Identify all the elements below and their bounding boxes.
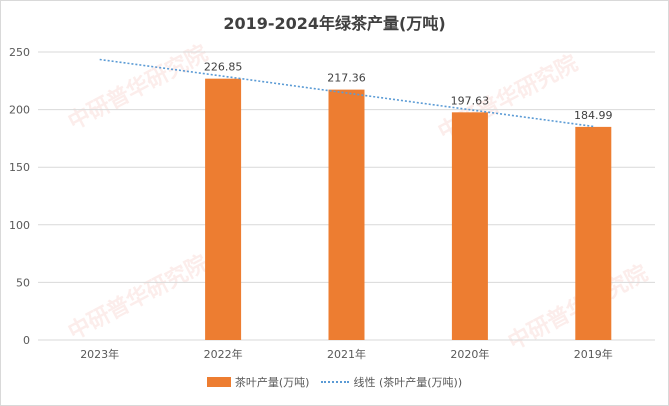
trendline <box>99 58 594 128</box>
legend-swatch-trendline <box>321 381 350 383</box>
data-label: 226.85 <box>204 61 243 74</box>
bar <box>328 89 365 340</box>
x-tick-label: 2022年 <box>204 347 243 361</box>
trendline-layer <box>99 58 594 128</box>
chart-title: 2019-2024年绿茶产量(万吨) <box>223 14 446 33</box>
legend-label-bar: 茶叶产量(万吨) <box>234 376 310 389</box>
data-label: 217.36 <box>327 72 366 85</box>
y-tick-label: 200 <box>9 104 30 117</box>
legend-label-trendline: 线性 (茶叶产量(万吨)) <box>353 376 463 389</box>
bar <box>205 78 242 341</box>
legend-item-bar: 茶叶产量(万吨) <box>206 374 310 390</box>
y-tick-label: 150 <box>9 161 30 174</box>
x-axis-ticks: 2023年 2022年 2021年 2020年 2019年 <box>80 347 613 361</box>
legend: 茶叶产量(万吨) 线性 (茶叶产量(万吨)) <box>0 374 669 390</box>
y-tick-label: 0 <box>23 334 30 347</box>
x-tick-label: 2019年 <box>574 347 613 361</box>
y-axis-ticks: 0 50 100 150 200 250 <box>9 46 30 347</box>
x-tick-label: 2020年 <box>450 347 489 361</box>
data-label: 184.99 <box>574 109 613 122</box>
y-tick-label: 250 <box>9 46 30 59</box>
data-labels: 226.85 217.36 197.63 184.99 <box>204 61 613 122</box>
bars <box>205 78 612 341</box>
y-tick-label: 100 <box>9 219 30 232</box>
data-label: 197.63 <box>451 94 490 107</box>
x-tick-label: 2023年 <box>80 347 119 361</box>
bar <box>575 126 612 341</box>
bar <box>451 112 488 341</box>
legend-swatch-bar <box>206 377 231 387</box>
legend-item-trendline: 线性 (茶叶产量(万吨)) <box>321 374 462 390</box>
x-tick-label: 2021年 <box>327 347 366 361</box>
y-tick-label: 50 <box>16 276 30 289</box>
